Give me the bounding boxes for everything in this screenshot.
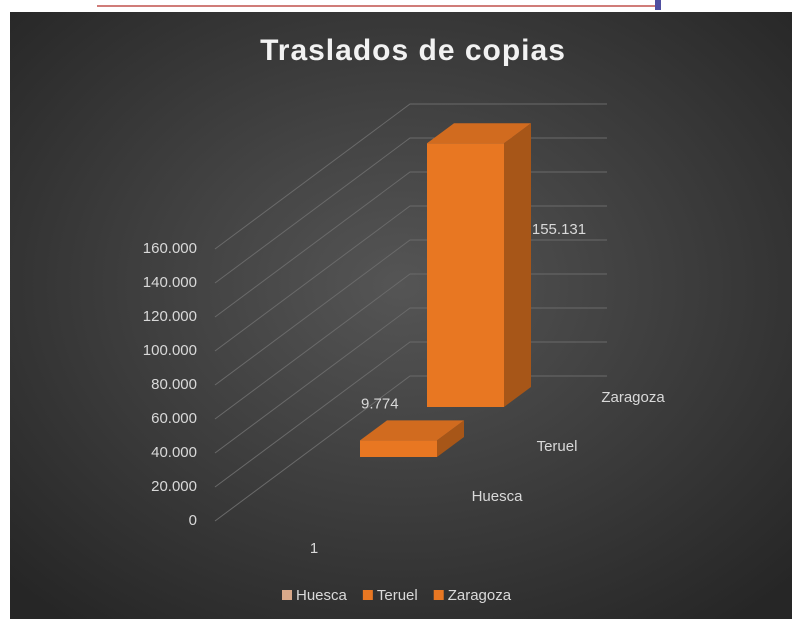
- grid-line: [214, 307, 607, 454]
- legend-label: Teruel: [377, 587, 418, 604]
- chart-title: Traslados de copias: [260, 34, 566, 67]
- grid-line: [214, 205, 607, 352]
- y-tick-label: 40.000: [151, 444, 197, 461]
- series-axis-label: Teruel: [537, 438, 578, 455]
- series-axis-label: Zaragoza: [601, 389, 665, 406]
- legend-marker: [433, 590, 444, 600]
- y-tick-label: 80.000: [151, 376, 197, 393]
- grid-line: [214, 103, 607, 250]
- data-label: 155.131: [532, 221, 586, 238]
- grid-line: [214, 273, 607, 420]
- chart-area: [10, 12, 792, 619]
- legend-label: Zaragoza: [448, 587, 512, 604]
- y-tick-label: 100.000: [143, 342, 197, 359]
- bar-front: [360, 440, 437, 457]
- grid-line: [214, 171, 607, 318]
- y-tick-label: 20.000: [151, 478, 197, 495]
- bar-top: [427, 123, 531, 144]
- bar-top: [360, 420, 464, 441]
- y-tick-label: 0: [189, 512, 197, 529]
- grid-line: [214, 239, 607, 386]
- grid-line: [214, 375, 607, 522]
- bar-side: [437, 420, 464, 457]
- legend-marker: [282, 590, 292, 600]
- bar-front: [427, 143, 504, 408]
- legend-marker: [362, 590, 373, 600]
- y-tick-label: 140.000: [143, 274, 197, 291]
- y-tick-label: 120.000: [143, 308, 197, 325]
- grid-line: [214, 341, 607, 488]
- grid-line: [214, 137, 607, 284]
- x-tick-label: 1: [310, 540, 318, 557]
- y-tick-label: 60.000: [151, 410, 197, 427]
- bar: [427, 123, 531, 408]
- bar-side: [504, 123, 531, 408]
- bar: [360, 420, 464, 457]
- legend-label: Huesca: [296, 587, 348, 604]
- y-tick-label: 160.000: [143, 240, 197, 257]
- table-corner: [655, 0, 661, 10]
- series-axis-label: Huesca: [472, 488, 524, 505]
- data-label: 9.774: [361, 395, 399, 412]
